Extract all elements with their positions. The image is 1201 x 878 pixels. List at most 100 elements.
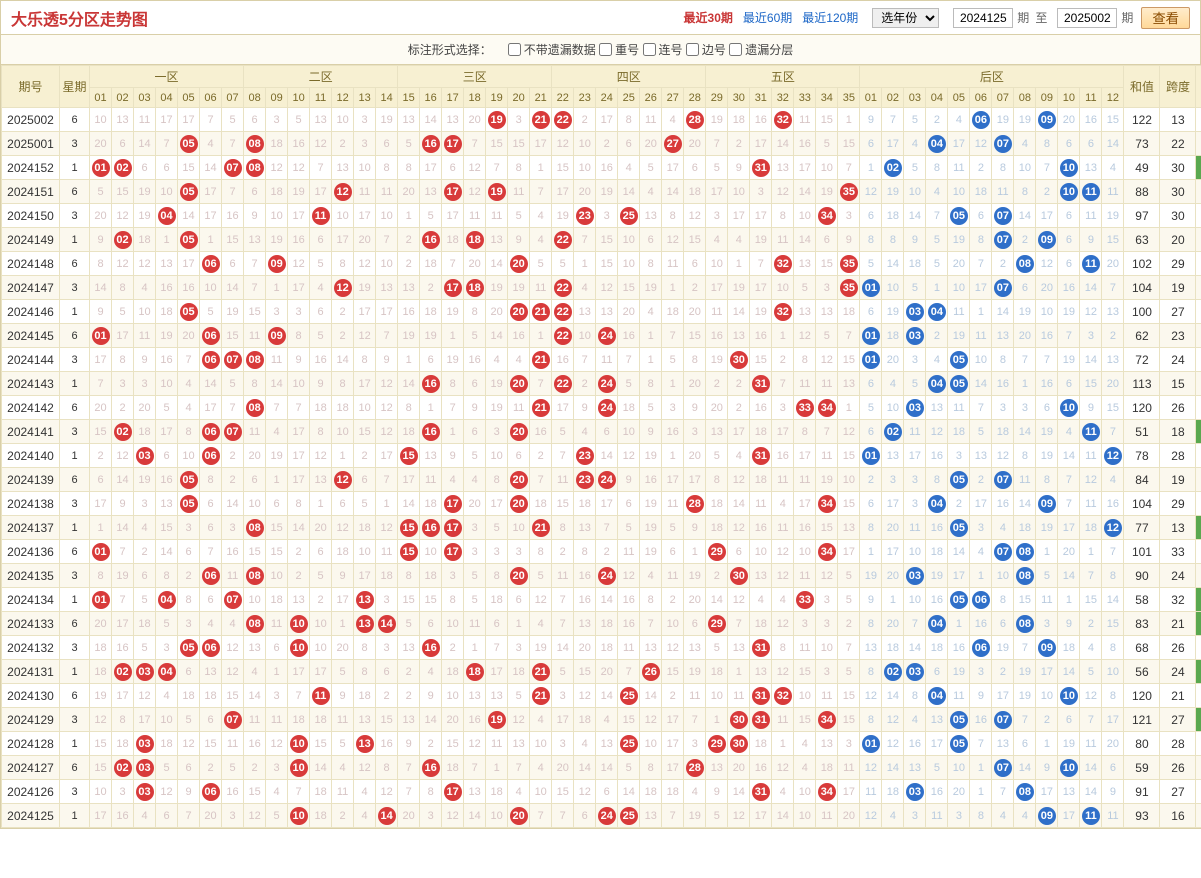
cell-week: 3 — [60, 348, 90, 372]
cell-red-ball: 28 — [684, 756, 706, 780]
cell-red-ball: 12 — [332, 276, 354, 300]
cell-miss: 18 — [596, 636, 618, 660]
cell-miss: 13 — [706, 756, 728, 780]
period-link[interactable]: 最近30期 — [684, 9, 733, 26]
cell-miss: 2 — [222, 444, 244, 468]
cell-blue-ball: 04 — [926, 132, 948, 156]
cell-red-ball: 31 — [750, 684, 772, 708]
cell-miss: 4 — [640, 300, 662, 324]
cell-miss: 1 — [530, 156, 552, 180]
cell-miss: 12 — [464, 732, 486, 756]
cell-blue-ball: 05 — [948, 516, 970, 540]
cell-miss: 16 — [156, 348, 178, 372]
cell-miss: 18 — [662, 780, 684, 804]
cell-miss: 8 — [178, 588, 200, 612]
cell-miss: 1 — [662, 372, 684, 396]
cell-miss-back: 19 — [992, 636, 1014, 660]
cell-miss-back: 14 — [1080, 276, 1102, 300]
year-select[interactable]: 选年份 — [872, 8, 939, 28]
cell-miss-back: 7 — [882, 108, 904, 132]
cell-miss: 13 — [442, 108, 464, 132]
cell-miss: 14 — [794, 180, 816, 204]
cell-miss-back: 13 — [904, 756, 926, 780]
cell-red-ball: 35 — [838, 180, 860, 204]
cell-miss-back: 13 — [1102, 348, 1124, 372]
cell-miss: 3 — [552, 732, 574, 756]
cell-miss-back: 17 — [1058, 804, 1080, 828]
cell-miss: 1 — [772, 732, 794, 756]
cell-miss-back: 17 — [970, 492, 992, 516]
cell-miss: 14 — [640, 684, 662, 708]
cell-miss: 5 — [310, 252, 332, 276]
cell-red-ball: 15 — [398, 516, 420, 540]
cell-miss: 19 — [508, 276, 530, 300]
filter-checkbox[interactable]: 边号 — [686, 41, 726, 58]
cell-period: 2024139 — [2, 468, 60, 492]
cell-miss-back: 8 — [1036, 468, 1058, 492]
topbar: 大乐透5分区走势图 最近30期最近60期最近120期 选年份 期 至 期 查看 — [1, 1, 1200, 35]
cell-blue-ball: 01 — [860, 348, 882, 372]
cell-span: 15 — [1160, 372, 1196, 396]
cell-miss: 1 — [640, 348, 662, 372]
cell-zoneratio: 1:0:1:0:3 — [1196, 708, 1201, 732]
cell-miss: 13 — [596, 732, 618, 756]
cell-miss: 8 — [244, 372, 266, 396]
cell-miss-back: 6 — [1080, 132, 1102, 156]
cell-miss: 8 — [398, 396, 420, 420]
cell-miss-back: 6 — [926, 660, 948, 684]
cell-miss: 15 — [750, 348, 772, 372]
cell-miss: 17 — [354, 204, 376, 228]
cell-miss-back: 2 — [926, 108, 948, 132]
cell-red-ball: 20 — [508, 252, 530, 276]
cell-miss-back: 19 — [1036, 516, 1058, 540]
cell-red-ball: 24 — [596, 804, 618, 828]
cell-miss-back: 4 — [1014, 132, 1036, 156]
filter-checkbox[interactable]: 遗漏分层 — [729, 41, 793, 58]
cell-miss: 10 — [420, 540, 442, 564]
cell-miss-back: 14 — [1014, 204, 1036, 228]
cell-miss: 10 — [90, 108, 112, 132]
filter-checkbox[interactable]: 不带遗漏数据 — [508, 41, 596, 58]
cell-miss-back: 13 — [992, 732, 1014, 756]
cell-miss: 2 — [706, 372, 728, 396]
cell-miss: 1 — [508, 612, 530, 636]
cell-miss: 10 — [618, 420, 640, 444]
table-row: 2024131118020304613124117175862418181718… — [2, 660, 1201, 684]
cell-week: 6 — [60, 324, 90, 348]
cell-miss: 13 — [354, 708, 376, 732]
cell-miss: 11 — [552, 564, 574, 588]
cell-miss: 7 — [288, 780, 310, 804]
cell-miss: 11 — [794, 468, 816, 492]
filter-checkbox[interactable]: 连号 — [643, 41, 683, 58]
cell-miss: 12 — [618, 564, 640, 588]
period-link[interactable]: 最近120期 — [802, 9, 858, 26]
period-link[interactable]: 最近60期 — [743, 9, 792, 26]
cell-sum: 56 — [1124, 660, 1160, 684]
cell-miss: 3 — [684, 732, 706, 756]
cell-miss-back: 7 — [1058, 324, 1080, 348]
cell-miss-back: 20 — [1058, 108, 1080, 132]
cell-miss-back: 2 — [992, 660, 1014, 684]
cell-miss: 8 — [530, 540, 552, 564]
view-button[interactable]: 查看 — [1141, 7, 1190, 29]
cell-miss-back: 2 — [970, 468, 992, 492]
cell-sum: 120 — [1124, 396, 1160, 420]
cell-miss: 10 — [90, 780, 112, 804]
cell-miss: 5 — [816, 324, 838, 348]
cell-miss-back: 17 — [1058, 516, 1080, 540]
cell-miss: 10 — [508, 516, 530, 540]
cell-miss: 10 — [530, 780, 552, 804]
filter-checkbox[interactable]: 重号 — [599, 41, 639, 58]
range-to-input[interactable] — [1057, 8, 1117, 28]
front-num-header: 07 — [222, 88, 244, 108]
cell-red-ball: 13 — [354, 588, 376, 612]
cell-miss: 12 — [464, 180, 486, 204]
cell-miss: 2 — [332, 324, 354, 348]
cell-miss-back: 16 — [1058, 276, 1080, 300]
cell-miss: 2 — [662, 684, 684, 708]
range-from-input[interactable] — [953, 8, 1013, 28]
cell-miss: 11 — [376, 180, 398, 204]
cell-miss: 19 — [486, 276, 508, 300]
cell-miss: 20 — [398, 180, 420, 204]
cell-miss: 8 — [288, 492, 310, 516]
